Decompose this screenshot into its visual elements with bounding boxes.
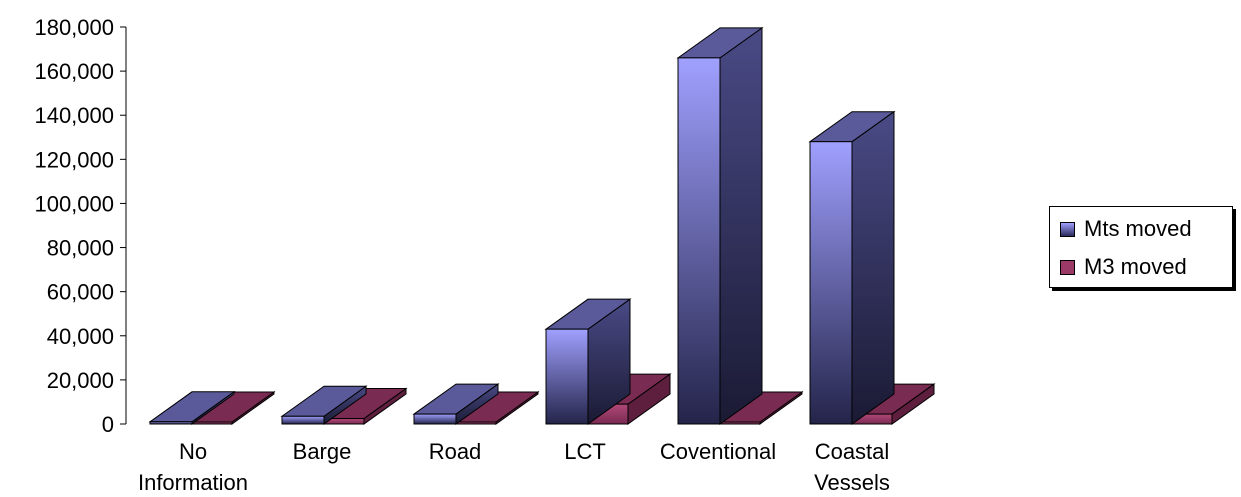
x-category-label: Coventional: [660, 439, 776, 464]
bar-mts-front: [677, 57, 721, 425]
bar-mts: [148, 390, 236, 425]
y-tick-label: 0: [102, 412, 114, 437]
y-tick-label: 160,000: [34, 59, 114, 84]
bar-mts-side: [851, 110, 895, 425]
bars: [148, 26, 936, 425]
x-category-label: Vessels: [814, 470, 890, 495]
y-axis: 0 20,000 40,000 60,000 80,000 100,000 120,000 1…: [34, 15, 127, 437]
bar-mts-front: [149, 421, 193, 425]
x-category-label: Barge: [293, 439, 352, 464]
y-tick-label: 100,000: [34, 191, 114, 216]
y-tick-label: 20,000: [47, 368, 114, 393]
y-tick-label: 120,000: [34, 147, 114, 172]
bar-mts-front: [809, 141, 853, 425]
legend-item-m3: M3 moved: [1060, 254, 1187, 280]
bar-mts-side: [719, 26, 763, 425]
x-category-label: Road: [429, 439, 482, 464]
bar-m3-front: [453, 421, 497, 425]
bar-mts-front: [281, 415, 325, 425]
x-axis-labels: No Information Barge Road LCT Coventional Coas…: [138, 439, 890, 495]
bar-mts-front: [413, 413, 457, 425]
legend-item-mts: Mts moved: [1060, 216, 1192, 242]
y-tick-label: 80,000: [47, 236, 114, 261]
legend-swatch-mts: [1060, 221, 1075, 237]
x-category-label: Coastal: [815, 439, 890, 464]
bar-mts: [808, 110, 896, 425]
y-tick-label: 60,000: [47, 280, 114, 305]
bar-m3: [188, 391, 276, 425]
bar-mts: [544, 298, 632, 425]
bar-mts: [676, 26, 764, 425]
y-tick-label: 140,000: [34, 103, 114, 128]
bar-m3-front: [189, 421, 233, 425]
legend-label-mts: Mts moved: [1084, 216, 1192, 241]
bar-mts-front: [545, 328, 589, 425]
x-category-label: LCT: [564, 439, 606, 464]
y-tick-label: 180,000: [34, 15, 114, 40]
y-tick-label: 40,000: [47, 324, 114, 349]
legend-label-m3: M3 moved: [1084, 254, 1187, 279]
x-category-label: No: [179, 439, 207, 464]
legend: Mts moved M3 moved: [1049, 206, 1233, 288]
bar-mts: [280, 385, 368, 425]
x-category-label: Information: [138, 470, 248, 495]
bar-mts: [412, 383, 500, 425]
bar-m3-front: [717, 421, 761, 425]
legend-swatch-m3: [1060, 259, 1075, 275]
